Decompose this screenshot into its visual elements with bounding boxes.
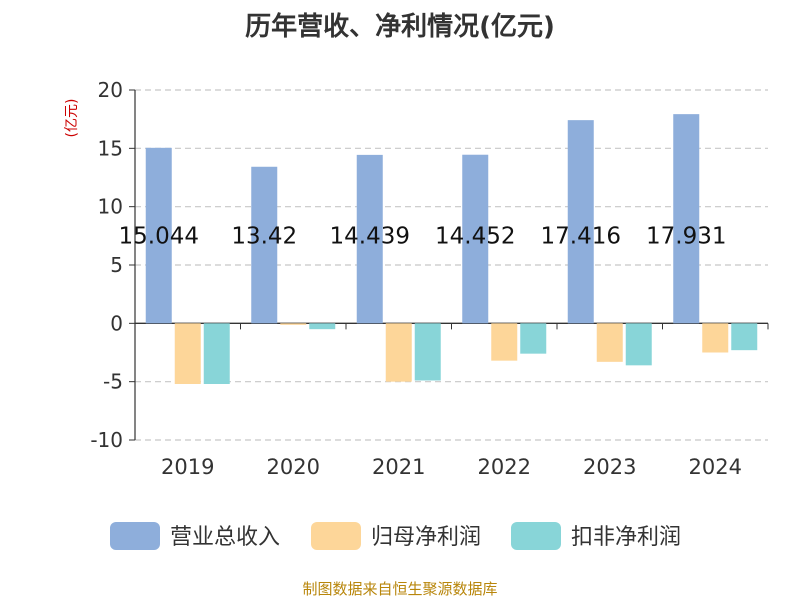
x-tick-label: 2021 — [372, 455, 425, 479]
data-label: 14.439 — [330, 224, 410, 250]
data-label: 13.42 — [231, 224, 297, 250]
bar-3-2024[interactable] — [731, 323, 758, 351]
y-tick-label: 20 — [98, 78, 123, 102]
chart-title: 历年营收、净利情况(亿元) — [245, 12, 555, 42]
legend-swatch[interactable] — [511, 522, 561, 550]
bar-3-2022[interactable] — [520, 323, 547, 354]
bar-2-2022[interactable] — [491, 323, 518, 361]
grid-layer — [135, 89, 768, 441]
source-note: 制图数据来自恒生聚源数据库 — [302, 580, 498, 598]
bar-1-2021[interactable] — [356, 154, 383, 324]
bar-3-2019[interactable] — [203, 323, 230, 384]
bar-1-2019[interactable] — [145, 147, 172, 324]
bar-3-2020[interactable] — [309, 323, 336, 330]
legend-label[interactable]: 营业总收入 — [170, 525, 280, 550]
y-tick-label: -10 — [90, 428, 123, 452]
bar-1-2020[interactable] — [251, 166, 278, 324]
bar-2-2024[interactable] — [702, 323, 729, 353]
legend: 营业总收入 归母净利润 扣非净利润 — [110, 522, 681, 550]
legend-swatch[interactable] — [311, 522, 361, 550]
bar-2-2021[interactable] — [385, 323, 412, 382]
data-label: 14.452 — [435, 224, 515, 250]
y-tick-label: 10 — [98, 195, 123, 219]
x-tick-label: 2022 — [478, 455, 531, 479]
bar-1-2023[interactable] — [567, 120, 594, 324]
data-label: 17.931 — [646, 224, 726, 250]
bar-2-2023[interactable] — [596, 323, 623, 362]
legend-label[interactable]: 扣非净利润 — [571, 525, 681, 550]
bar-layer — [145, 114, 758, 384]
legend-swatch[interactable] — [110, 522, 160, 550]
axis-layer: -10 -5 0 5 10 15 20 2019 2020 2021 2022 2023 2024 — [90, 78, 769, 479]
y-tick-label: 15 — [98, 136, 123, 160]
data-label: 17.416 — [541, 224, 621, 250]
data-label-layer: 15.044 13.42 14.439 14.452 17.416 17.931 — [119, 224, 727, 250]
y-tick-label: 5 — [110, 253, 123, 277]
x-tick-label: 2024 — [689, 455, 742, 479]
y-tick-label: 0 — [110, 311, 123, 335]
bar-1-2024[interactable] — [673, 114, 700, 324]
bar-1-2022[interactable] — [462, 154, 489, 324]
x-tick-label: 2023 — [583, 455, 636, 479]
bar-3-2021[interactable] — [414, 323, 441, 381]
x-tick-label: 2020 — [267, 455, 320, 479]
data-label: 15.044 — [119, 224, 199, 250]
bar-2-2019[interactable] — [174, 323, 201, 384]
y-axis-title: (亿元) — [64, 99, 80, 138]
y-tick-label: -5 — [103, 370, 123, 394]
x-tick-label: 2019 — [161, 455, 214, 479]
bar-3-2023[interactable] — [625, 323, 652, 366]
bar-2-2020[interactable] — [280, 323, 307, 325]
legend-label[interactable]: 归母净利润 — [371, 525, 481, 550]
